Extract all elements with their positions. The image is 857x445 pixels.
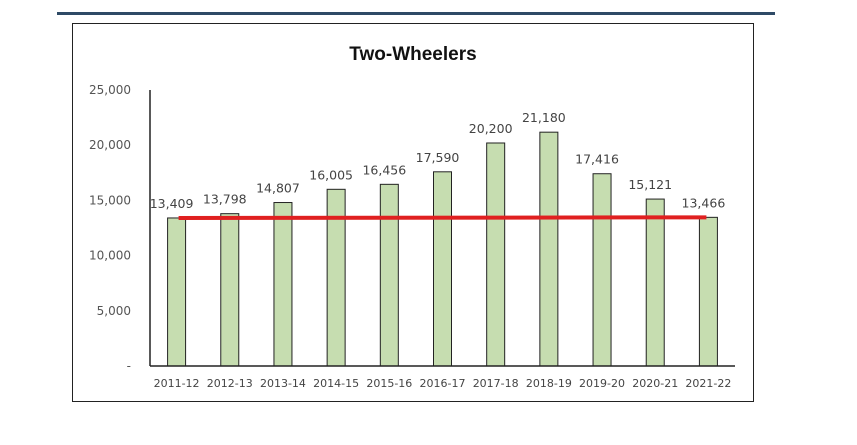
- x-tick-label: 2015-16: [366, 377, 412, 390]
- data-label-2014-15: 16,005: [309, 167, 353, 182]
- chart-title: Two-Wheelers: [349, 44, 476, 65]
- y-tick-label: 25,000: [89, 83, 131, 97]
- bar-2013-14: [273, 202, 293, 367]
- x-tick-label: 2019-20: [579, 377, 625, 390]
- y-tick-label: -: [127, 359, 131, 373]
- bar-2017-18: [486, 142, 506, 367]
- x-tick-label: 2011-12: [154, 377, 200, 390]
- y-tick-label: 10,000: [89, 249, 131, 263]
- data-label-2018-19: 21,180: [522, 110, 566, 125]
- x-tick-label: 2020-21: [632, 377, 678, 390]
- data-label-2016-17: 17,590: [416, 150, 460, 165]
- data-label-2015-16: 16,456: [362, 162, 406, 177]
- bars: [167, 131, 718, 367]
- x-tick-label: 2012-13: [207, 377, 253, 390]
- data-label-2017-18: 20,200: [469, 121, 513, 136]
- x-tick-label: 2021-22: [685, 377, 731, 390]
- x-tick-label: 2013-14: [260, 377, 306, 390]
- data-label-2011-12: 13,409: [150, 196, 194, 211]
- bar-2020-21: [645, 198, 665, 367]
- x-tick-label: 2014-15: [313, 377, 359, 390]
- bar-2011-12: [167, 217, 187, 367]
- data-labels: 13,409 13,798 14,807 16,005 16,456 17,590 20,2…: [150, 110, 726, 211]
- bar-2021-22: [698, 216, 718, 367]
- data-label-2021-22: 13,466: [682, 195, 726, 210]
- bar-2015-16: [379, 183, 399, 367]
- x-tick-label: 2016-17: [420, 377, 466, 390]
- y-tick-label: 20,000: [89, 138, 131, 152]
- y-tick-label: 15,000: [89, 193, 131, 207]
- bar-2012-13: [220, 213, 240, 367]
- data-label-2020-21: 15,121: [628, 177, 672, 192]
- y-axis: - 5,000 10,000 15,000 20,000 25,000: [89, 83, 151, 373]
- trend-line-group: [178, 215, 707, 220]
- bar-2019-20: [592, 173, 612, 367]
- trend-line: [178, 215, 707, 220]
- y-tick-label: 5,000: [97, 304, 131, 318]
- x-axis: 2011-12 2012-13 2013-14 2014-15 2015-16 2016-…: [150, 365, 735, 390]
- x-tick-label: 2017-18: [473, 377, 519, 390]
- bar-2018-19: [539, 131, 559, 367]
- data-label-2013-14: 14,807: [256, 181, 300, 196]
- x-tick-label: 2018-19: [526, 377, 572, 390]
- data-label-2019-20: 17,416: [575, 152, 619, 167]
- data-label-2012-13: 13,798: [203, 192, 247, 207]
- bar-2016-17: [433, 171, 452, 367]
- top-rule: [57, 12, 775, 15]
